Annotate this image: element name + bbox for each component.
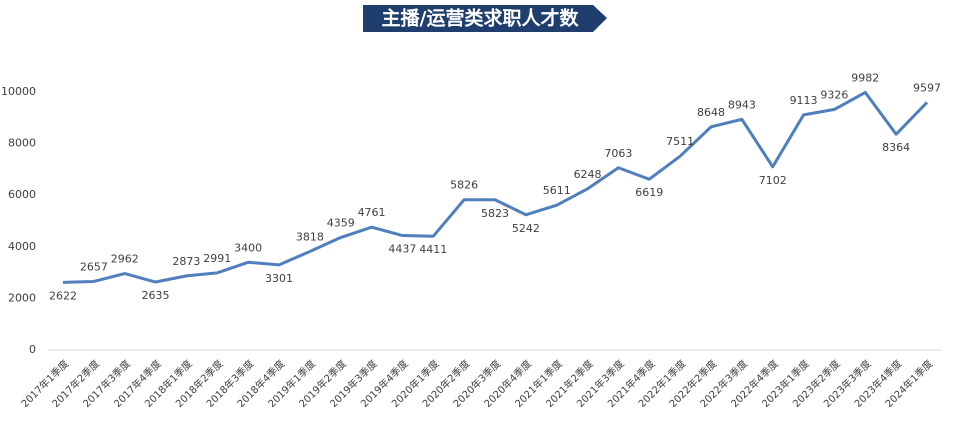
- data-label: 5242: [512, 222, 540, 235]
- data-label: 5826: [450, 179, 478, 192]
- data-label: 6248: [574, 168, 602, 181]
- y-tick-label: 8000: [8, 137, 36, 150]
- data-label: 2873: [172, 255, 200, 268]
- data-label: 5611: [543, 184, 571, 197]
- y-tick-label: 6000: [8, 188, 36, 201]
- data-label: 7063: [604, 147, 632, 160]
- data-label: 8943: [728, 98, 756, 111]
- data-label: 9113: [790, 94, 818, 107]
- data-label: 8648: [697, 106, 725, 119]
- data-label: 7511: [666, 135, 694, 148]
- data-label: 9597: [913, 81, 941, 94]
- data-label: 7102: [759, 174, 787, 187]
- data-label: 9982: [851, 71, 879, 84]
- data-label: 4761: [358, 206, 386, 219]
- data-label: 2962: [111, 253, 139, 266]
- data-label: 2657: [80, 260, 108, 273]
- title-banner: [363, 5, 607, 32]
- data-label: 3818: [296, 230, 324, 243]
- line-series: [62, 90, 929, 284]
- data-label: 6619: [635, 186, 663, 199]
- data-label: 2635: [142, 289, 170, 302]
- data-label: 4359: [327, 217, 355, 230]
- y-tick-label: 10000: [1, 85, 36, 98]
- y-tick-label: 2000: [8, 291, 36, 304]
- chart-title: 主播/运营类求职人才数: [382, 7, 580, 30]
- data-label: 3301: [265, 272, 293, 285]
- data-label: 9326: [820, 88, 848, 101]
- data-label: 2991: [203, 252, 231, 265]
- data-label: 2622: [49, 289, 77, 302]
- data-label: 3400: [234, 241, 262, 254]
- y-tick-label: 0: [29, 343, 36, 356]
- y-tick-label: 4000: [8, 240, 36, 253]
- data-label: 4411: [419, 243, 447, 256]
- data-label: 5823: [481, 207, 509, 220]
- data-label: 4437: [388, 243, 416, 256]
- data-label: 8364: [882, 141, 910, 154]
